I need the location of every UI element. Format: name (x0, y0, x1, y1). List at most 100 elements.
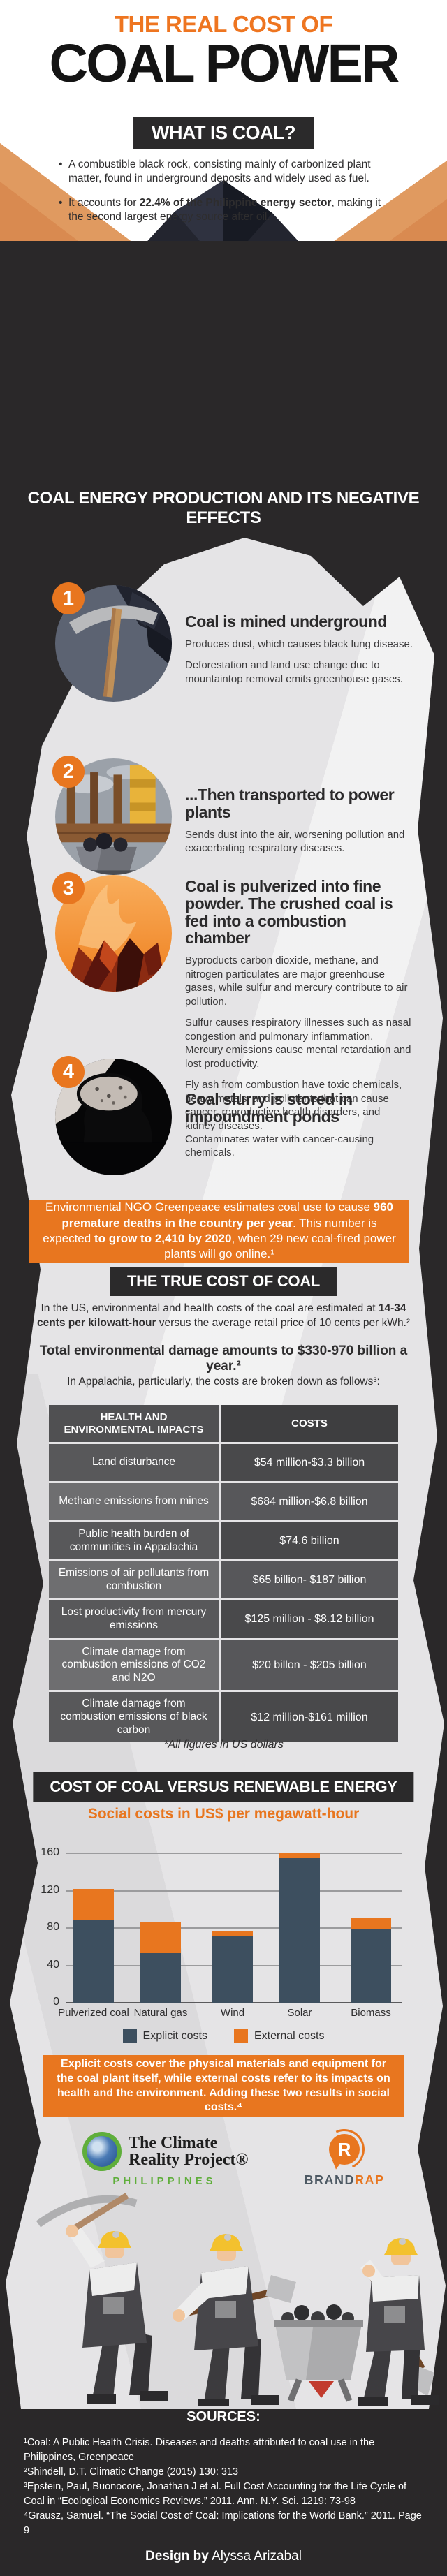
step-number-badge: 4 (52, 1056, 85, 1088)
paper-facet-light (6, 538, 446, 1514)
design-credit: Design by Alyssa Arizabal (145, 2549, 302, 2563)
legend-swatch-icon (233, 2029, 248, 2043)
bar-external-Wind (212, 1931, 253, 1936)
stacked-bar-chart: 0 40 80 120 160 (28, 1841, 419, 2008)
climate-reality-line1: The Climate (129, 2133, 218, 2152)
climate-reality-logo: The Climate Reality Project® PHILIPPINES (82, 2132, 271, 2187)
cost-cell: $54 million-$3.3 billion (219, 1444, 398, 1481)
cost-cell: $125 million - $8.12 billion (219, 1600, 398, 1638)
impact-cell: Land disturbance (49, 1444, 219, 1481)
table-row: Land disturbance $54 million-$3.3 billion (49, 1442, 398, 1481)
cost-cell: $74.6 billion (219, 1522, 398, 1560)
cost-cell: $65 billion- $187 billion (219, 1561, 398, 1599)
step-paragraph: Byproducts carbon dioxide, methane, and … (185, 955, 408, 1008)
step-paragraph: Fly ash from combustion have toxic chemi… (185, 1079, 402, 1132)
bar-explicit-Pulverized coal (73, 1920, 114, 2003)
step-paragraph: Sends dust into the air, worsening pollu… (185, 828, 405, 855)
table-row: Public health burden of communities in A… (49, 1520, 398, 1560)
climate-reality-earth-icon (82, 2132, 122, 2171)
source-item: ²Shindell, D.T. Climatic Change (2015) 1… (24, 2466, 239, 2478)
cost-cell: $12 million-$161 million (219, 1692, 398, 1743)
cost-table: HEALTH AND ENVIRONMENTAL IMPACTS COSTS Lan… (49, 1405, 398, 1743)
chart-legend: Explicit costs External costs (0, 2029, 447, 2043)
y-tick-label: 80 (47, 1921, 59, 1933)
table-row: Climate damage from combustion emissions… (49, 1637, 398, 1691)
source-item: ¹Coal: A Public Health Crisis. Diseases … (24, 2437, 375, 2464)
what-is-coal-bullets: A combustible black rock, consisting mai… (59, 158, 398, 235)
miners-illustration (36, 2193, 439, 2406)
section-title-production: COAL ENERGY PRODUCTION AND ITS NEGATIVE … (27, 489, 420, 527)
bar-external-Natural gas (140, 1921, 181, 1954)
brandrap-brand: BRAND (304, 2173, 355, 2187)
table-row: Lost productivity from mercury emissions… (49, 1598, 398, 1638)
impact-cell: Lost productivity from mercury emissions (49, 1600, 219, 1638)
impact-cell: Climate damage from combustion emissions… (49, 1640, 219, 1691)
what-is-coal-heading: WHAT IS COAL? (133, 117, 314, 149)
step-paragraph: Contaminates water with cancer-causing c… (185, 1133, 374, 1159)
production-step-4: 4 Coal slurry is stored in impoundment po… (52, 1056, 413, 1212)
gridline-160 (66, 1853, 402, 1854)
chart-title: COST OF COAL VERSUS RENEWABLE ENERGY (33, 1772, 414, 1802)
table-header-impacts: HEALTH AND ENVIRONMENTAL IMPACTS (49, 1405, 219, 1442)
cost-cell: $684 million-$6.8 billion (219, 1483, 398, 1520)
impact-cell: Methane emissions from mines (49, 1483, 219, 1520)
production-step-1: 1 Coal is mined underground Produces dust,… (52, 582, 413, 739)
step-title: Coal is pulverized into fine powder. The… (185, 877, 393, 948)
sources-heading: SOURCES: (186, 2409, 261, 2424)
chart-subtitle: Social costs in US$ per megawatt-hour (87, 1806, 360, 1822)
cost-cell: $20 billon - $205 billion (219, 1640, 398, 1691)
step-title: Coal is mined underground (185, 612, 388, 631)
legend-item: Explicit costs (122, 2029, 207, 2043)
production-step-2: 2 ...Then transported to power plants Send… (52, 756, 413, 912)
sources-list: ¹Coal: A Public Health Crisis. Diseases … (24, 2436, 427, 2538)
gridline-0 (66, 2002, 402, 2003)
true-cost-paragraph-3: In Appalachia, particularly, the costs a… (67, 1376, 380, 1388)
step-title: ...Then transported to power plants (185, 786, 395, 821)
y-tick-label: 160 (41, 1846, 59, 1858)
brandrap-r-icon: R (329, 2134, 360, 2170)
table-row: Methane emissions from mines $684 million… (49, 1481, 398, 1520)
legend-swatch-icon (122, 2029, 137, 2043)
table-header-costs: COSTS (219, 1405, 398, 1442)
page-title: COAL POWER (49, 34, 400, 94)
brandrap-rap: RAP (354, 2173, 385, 2187)
step-2-illustration (55, 758, 172, 875)
table-row: Emissions of air pollutants from combust… (49, 1559, 398, 1599)
true-cost-heading: THE TRUE COST OF COAL (110, 1267, 337, 1296)
gridline-80 (66, 1927, 402, 1929)
impact-cell: Emissions of air pollutants from combust… (49, 1561, 219, 1599)
x-axis-label: Pulverized coal (58, 2007, 129, 2019)
table-header-row: HEALTH AND ENVIRONMENTAL IMPACTS COSTS (49, 1405, 398, 1442)
bar-external-Pulverized coal (73, 1888, 114, 1921)
climate-reality-line2: Reality Project® (129, 2151, 249, 2169)
table-row: Climate damage from combustion emissions… (49, 1690, 398, 1743)
step-paragraph: Deforestation and land use change due to… (185, 659, 403, 685)
impact-cell: Public health burden of communities in A… (49, 1522, 219, 1560)
greenpeace-callout: Environmental NGO Greenpeace estimates c… (29, 1200, 409, 1263)
bar-explicit-Wind (212, 1935, 253, 2003)
x-axis-label: Natural gas (133, 2007, 188, 2019)
kicker-title: THE REAL COST OF (114, 11, 333, 37)
true-cost-paragraph-2: Total environmental damage amounts to $3… (39, 1344, 408, 1374)
step-number-badge: 1 (52, 582, 85, 614)
step-1-illustration (55, 585, 172, 702)
bar-external-Biomass (351, 1918, 391, 1929)
chart-category-labels: Pulverized coal Natural gas Wind Solar Bioma… (28, 2007, 419, 2022)
explicit-external-callout: Explicit costs cover the physical materi… (43, 2055, 404, 2117)
step-number-badge: 2 (52, 756, 85, 788)
source-item: ⁴Grausz, Samuel. “The Social Cost of Coa… (24, 2510, 422, 2537)
step-number-badge: 3 (52, 872, 85, 904)
bar-explicit-Biomass (351, 1929, 391, 2003)
source-item: ³Epstein, Paul, Buonocore, Jonathan J et… (24, 2481, 407, 2508)
bar-explicit-Solar (279, 1857, 320, 2003)
brandrap-logo: R BRANDRAP (285, 2134, 404, 2188)
x-axis-label: Wind (220, 2007, 245, 2019)
bar-external-Solar (279, 1852, 320, 1858)
climate-reality-region: PHILIPPINES (112, 2175, 217, 2187)
impact-cell: Climate damage from combustion emissions… (49, 1692, 219, 1743)
step-paragraph: Sulfur causes respiratory illnesses such… (185, 1017, 411, 1070)
production-step-3: 3 Coal is pulverized into fine powder. Th… (52, 872, 413, 1132)
bullet-energy-share: It accounts for 22.4% of the Philippine … (59, 196, 398, 225)
y-tick-label: 40 (47, 1958, 59, 1971)
